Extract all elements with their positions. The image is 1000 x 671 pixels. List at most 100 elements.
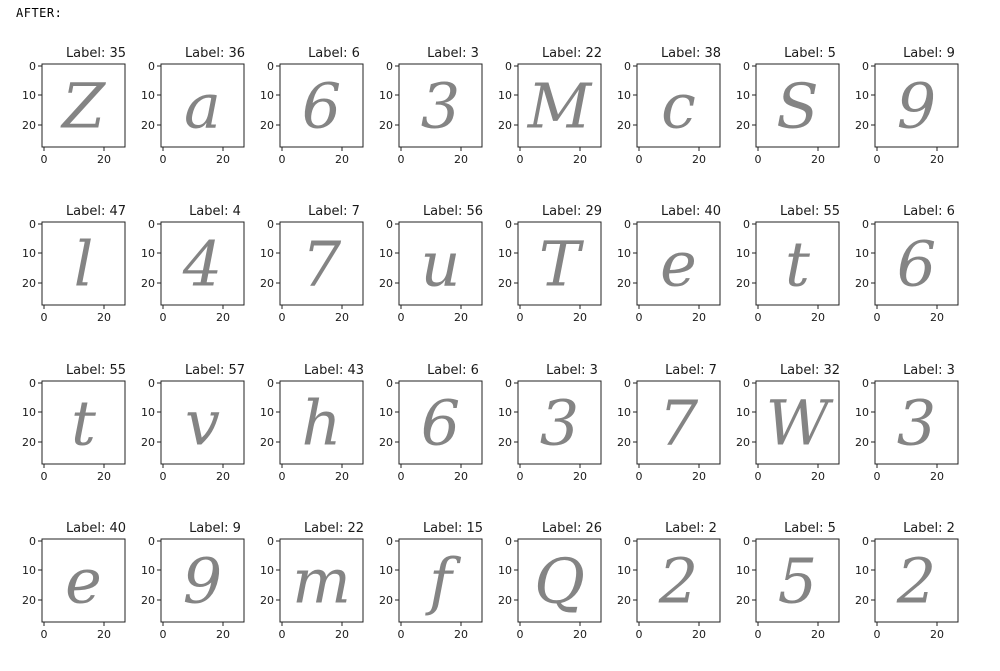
subplot-frame: [636, 63, 721, 148]
y-tick-label: 10: [260, 564, 274, 577]
subplot-label: Label: 7: [665, 363, 717, 378]
handwritten-glyph: Z: [60, 70, 106, 143]
handwritten-glyph: 6: [897, 228, 936, 301]
subplot-axes: 3 0 10 20 0 20: [498, 377, 602, 483]
sample-subplot: Label: 5 S 0 10 20 0 20: [728, 46, 847, 196]
x-tick-label: 20: [216, 311, 230, 324]
y-tick-label: 0: [386, 218, 393, 231]
sample-subplot: Label: 26 Q 0 10 20 0 20: [490, 521, 609, 671]
x-tick-label: 20: [930, 628, 944, 641]
subplot-axes: 6 0 10 20 0 20: [379, 377, 483, 483]
handwritten-glyph: 5: [778, 545, 817, 618]
output-heading: AFTER:: [16, 6, 63, 20]
x-tick-label: 0: [41, 628, 48, 641]
subplot-frame: [636, 221, 721, 306]
y-tick-label: 20: [22, 277, 36, 290]
y-tick-label: 10: [22, 247, 36, 260]
sample-subplot: Label: 38 c 0 10 20 0 20: [609, 46, 728, 196]
subplot-axes: 6 0 10 20 0 20: [260, 60, 364, 166]
y-tick-label: 20: [379, 119, 393, 132]
subplot-axes: S 0 10 20 0 20: [736, 60, 840, 166]
sample-subplot: Label: 3 3 0 10 20 0 20: [371, 46, 490, 196]
handwritten-glyph: t: [785, 228, 810, 301]
subplot-axes: a 0 10 20 0 20: [141, 60, 245, 166]
x-tick-label: 0: [398, 153, 405, 166]
y-tick-label: 20: [22, 594, 36, 607]
handwritten-glyph: e: [65, 545, 102, 618]
handwritten-glyph: 9: [897, 70, 936, 143]
subplot-axes: v 0 10 20 0 20: [141, 377, 245, 483]
x-tick-label: 20: [811, 153, 825, 166]
sample-subplot: Label: 40 e 0 10 20 0 20: [14, 521, 133, 671]
y-tick-label: 20: [141, 436, 155, 449]
y-tick-label: 10: [855, 564, 869, 577]
subplot-label: Label: 9: [903, 46, 955, 61]
sample-subplot: Label: 4 4 0 10 20 0 20: [133, 204, 252, 354]
subplot-axes: e 0 10 20 0 20: [617, 218, 721, 324]
x-tick-label: 0: [279, 311, 286, 324]
y-tick-label: 20: [379, 277, 393, 290]
y-tick-label: 10: [617, 564, 631, 577]
y-tick-label: 10: [617, 89, 631, 102]
handwritten-glyph: M: [527, 70, 593, 143]
subplot-axes: e 0 10 20 0 20: [22, 535, 126, 641]
y-tick-label: 10: [855, 247, 869, 260]
subplot-axes: 6 0 10 20 0 20: [855, 218, 959, 324]
y-tick-label: 0: [267, 218, 274, 231]
subplot-frame: [636, 380, 721, 465]
subplot-label: Label: 22: [541, 46, 603, 61]
subplot-frame: [160, 221, 245, 306]
y-tick-label: 0: [505, 60, 512, 73]
y-tick-label: 20: [855, 119, 869, 132]
y-tick-label: 0: [862, 377, 869, 390]
y-tick-label: 20: [498, 436, 512, 449]
subplot-frame: [41, 380, 126, 465]
x-tick-label: 0: [398, 470, 405, 483]
y-tick-label: 10: [617, 406, 631, 419]
y-tick-label: 20: [141, 119, 155, 132]
y-tick-label: 0: [267, 377, 274, 390]
subplot-label: Label: 57: [184, 363, 246, 378]
sample-subplot: Label: 9 9 0 10 20 0 20: [847, 46, 966, 196]
sample-subplot: Label: 3 3 0 10 20 0 20: [847, 363, 966, 513]
y-tick-label: 20: [379, 436, 393, 449]
subplot-axes: t 0 10 20 0 20: [22, 377, 126, 483]
subplot-axes: 4 0 10 20 0 20: [141, 218, 245, 324]
subplot-axes: 9 0 10 20 0 20: [855, 60, 959, 166]
subplot-frame: [160, 380, 245, 465]
handwritten-glyph: 4: [182, 228, 222, 301]
x-tick-label: 20: [692, 311, 706, 324]
x-tick-label: 20: [811, 311, 825, 324]
y-tick-label: 0: [267, 60, 274, 73]
x-tick-label: 0: [279, 153, 286, 166]
x-tick-label: 20: [930, 153, 944, 166]
x-tick-label: 20: [573, 153, 587, 166]
y-tick-label: 0: [743, 60, 750, 73]
y-tick-label: 10: [379, 247, 393, 260]
y-tick-label: 20: [855, 594, 869, 607]
sample-subplot: Label: 40 e 0 10 20 0 20: [609, 204, 728, 354]
x-tick-label: 20: [930, 311, 944, 324]
y-tick-label: 10: [855, 406, 869, 419]
y-tick-label: 20: [22, 119, 36, 132]
handwritten-glyph: c: [661, 70, 696, 143]
sample-subplot: Label: 3 3 0 10 20 0 20: [490, 363, 609, 513]
x-tick-label: 0: [874, 153, 881, 166]
x-tick-label: 0: [517, 470, 524, 483]
subplot-label: Label: 3: [903, 363, 955, 378]
x-tick-label: 0: [517, 311, 524, 324]
subplot-axes: c 0 10 20 0 20: [617, 60, 721, 166]
y-tick-label: 0: [148, 535, 155, 548]
x-tick-label: 0: [755, 470, 762, 483]
y-tick-label: 10: [141, 564, 155, 577]
subplot-frame: [874, 538, 959, 623]
subplot-frame: [755, 221, 840, 306]
x-tick-label: 20: [811, 628, 825, 641]
y-tick-label: 0: [743, 377, 750, 390]
subplot-frame: [398, 63, 483, 148]
